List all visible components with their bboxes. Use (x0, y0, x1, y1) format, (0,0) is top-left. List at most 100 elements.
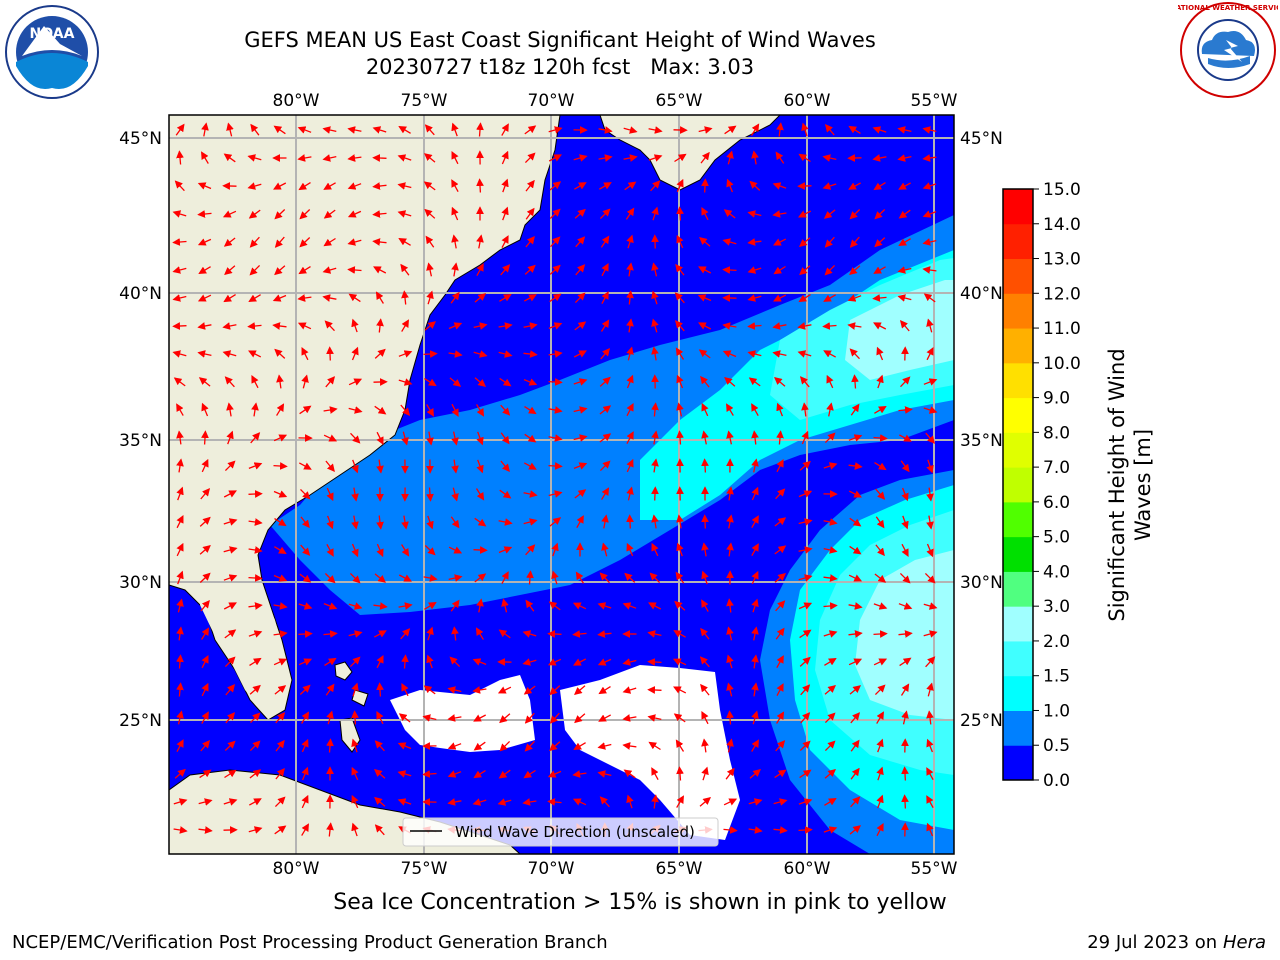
wind-arrow (824, 432, 836, 444)
wind-arrow (926, 515, 934, 530)
wind-arrow (873, 434, 888, 442)
wind-arrow (475, 488, 485, 501)
wind-arrow (674, 600, 686, 611)
wind-arrow (747, 350, 762, 358)
wind-arrow (301, 766, 309, 781)
wind-arrow (248, 826, 263, 834)
wind-arrow (223, 490, 237, 498)
wind-arrow (922, 182, 937, 190)
wind-arrow (424, 208, 436, 219)
wind-arrow (876, 738, 884, 753)
wind-arrow (350, 432, 361, 444)
wind-arrow (297, 294, 312, 302)
wind-arrow (351, 710, 359, 725)
wind-direction-arrows (172, 122, 938, 837)
wind-arrow (523, 490, 538, 498)
wind-arrow (823, 209, 836, 219)
wind-arrow (198, 826, 213, 834)
wind-arrow (597, 602, 612, 610)
wind-arrow (626, 431, 634, 445)
wind-arrow (676, 206, 684, 221)
wind-arrow (873, 182, 886, 191)
wind-arrow (848, 462, 863, 470)
wind-arrow (849, 517, 862, 527)
wind-arrow (572, 602, 587, 610)
wind-arrow (573, 154, 588, 162)
wind-arrow (573, 742, 586, 750)
wind-arrow (223, 153, 236, 163)
wind-arrow (773, 798, 788, 806)
wind-arrow (748, 377, 761, 387)
wind-arrow (622, 742, 637, 750)
wind-arrow (549, 517, 562, 527)
wind-arrow (651, 486, 659, 501)
wind-arrow (723, 209, 736, 219)
wind-arrow (176, 626, 184, 641)
wind-arrow (549, 712, 560, 724)
wind-arrow (926, 318, 934, 333)
wind-arrow (248, 294, 261, 302)
wind-arrow (601, 487, 610, 500)
wind-arrow (223, 237, 236, 247)
wind-arrow (601, 291, 609, 305)
wind-arrow (798, 826, 813, 834)
wind-arrow (722, 322, 737, 330)
wind-arrow (598, 154, 613, 162)
wind-arrow (751, 739, 759, 752)
wind-arrow (398, 713, 411, 723)
wind-arrow (375, 291, 384, 304)
wind-arrow (724, 376, 736, 387)
wind-arrow (326, 710, 334, 725)
wind-arrow (376, 431, 384, 445)
wind-arrow (197, 238, 212, 246)
wind-arrow (201, 655, 209, 669)
wind-arrow (651, 402, 659, 417)
wind-arrow (373, 266, 387, 274)
wind-arrow (625, 207, 635, 220)
wind-arrow (448, 322, 463, 330)
wind-arrow (700, 151, 710, 164)
wind-arrow (376, 459, 384, 474)
wind-arrow (248, 462, 263, 470)
wind-arrow (500, 404, 511, 416)
wind-arrow (751, 710, 759, 725)
wind-arrow (448, 546, 463, 554)
wind-arrow (601, 514, 609, 529)
wind-arrow (524, 125, 537, 135)
wind-arrow (897, 294, 912, 302)
wind-arrow (226, 402, 234, 417)
wind-arrow (624, 572, 636, 583)
wind-arrow (176, 150, 184, 165)
wind-arrow (498, 322, 513, 330)
wind-arrow (799, 265, 811, 276)
wind-arrow (326, 822, 334, 837)
wind-arrow (872, 294, 887, 302)
footer-date-text: 29 Jul 2023 on (1087, 932, 1218, 953)
wind-arrow (651, 262, 659, 277)
wind-arrow (747, 322, 762, 330)
wind-arrow (548, 406, 563, 414)
wind-arrow (899, 320, 910, 332)
wind-arrow (698, 349, 711, 359)
wind-arrow (626, 374, 634, 389)
wind-arrow (773, 265, 786, 275)
wind-arrow (547, 658, 562, 666)
wind-arrow (424, 602, 437, 610)
wind-arrow (274, 685, 287, 695)
wind-arrow (426, 654, 434, 669)
wind-arrow (548, 322, 563, 330)
wind-arrow (750, 123, 760, 136)
wind-arrow (497, 798, 512, 806)
wind-arrow (599, 796, 610, 808)
lat-label: 40°N (960, 284, 1003, 304)
wind-arrow (374, 573, 387, 583)
wind-arrow (823, 574, 838, 582)
wind-arrow (349, 656, 361, 668)
wind-arrow (201, 430, 209, 445)
wind-arrow (776, 430, 784, 445)
wind-arrow (573, 350, 587, 358)
wind-arrow (850, 796, 861, 808)
wind-arrow (176, 515, 184, 529)
colorbar-tick-label: 12.0 (1043, 284, 1081, 304)
wind-arrow (824, 124, 835, 136)
